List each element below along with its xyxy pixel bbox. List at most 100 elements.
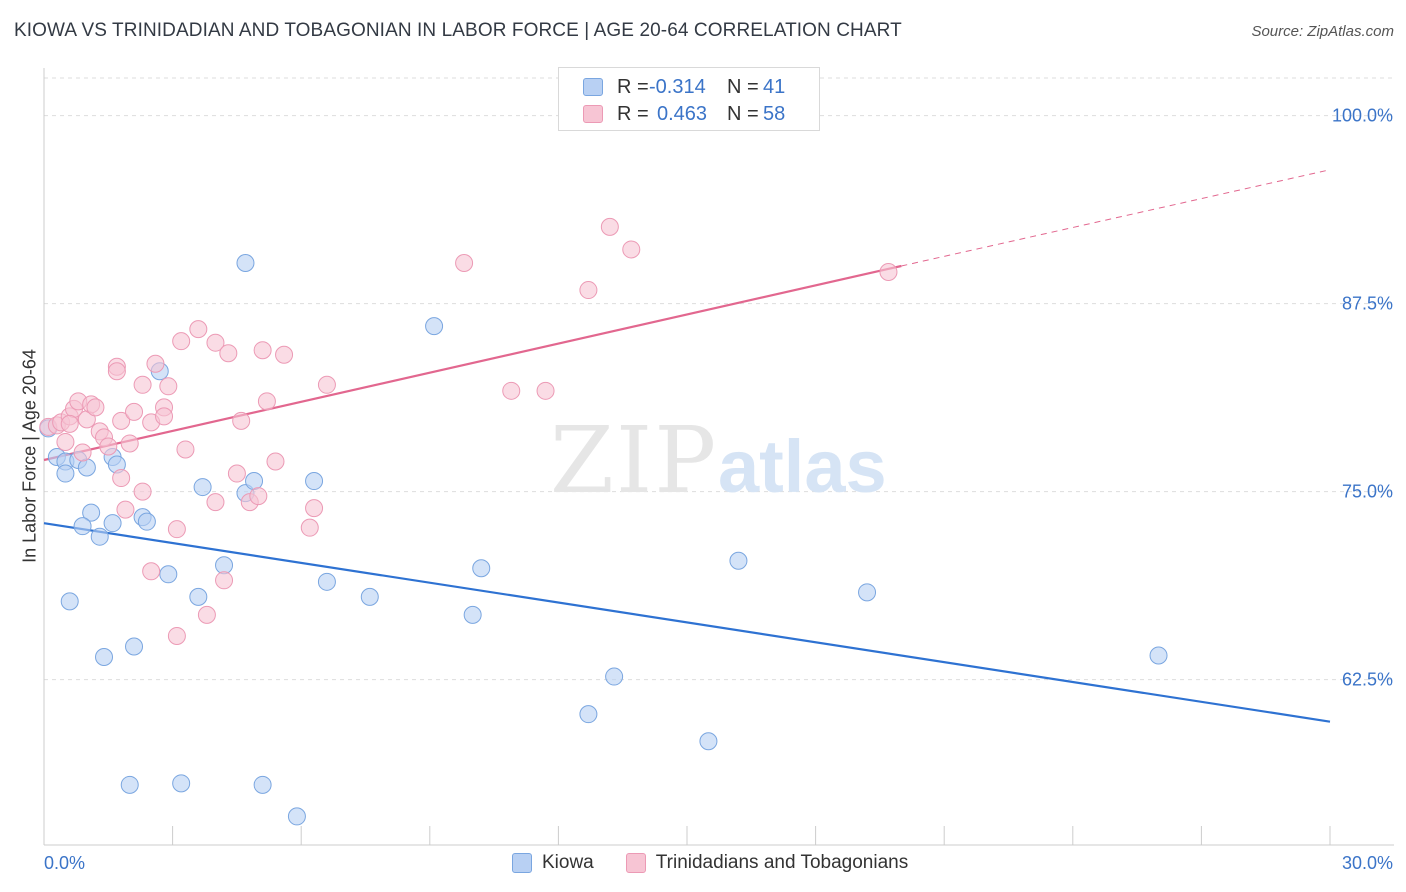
kiowa-point xyxy=(287,807,306,826)
kiowa-point xyxy=(360,587,379,606)
trinidad-point xyxy=(86,398,105,417)
trinidad-point xyxy=(73,443,92,462)
y-tick-label: 75.0% xyxy=(1342,482,1393,502)
trinidad-point xyxy=(189,320,208,339)
kiowa-point xyxy=(245,472,264,491)
series-legend: Kiowa Trinidadians and Tobagonians xyxy=(512,852,940,874)
trinidad-point xyxy=(257,392,276,411)
trinidad-point xyxy=(622,240,641,259)
legend-item-kiowa[interactable]: Kiowa xyxy=(512,852,594,874)
trinidad-point xyxy=(146,354,165,373)
trinidad-point xyxy=(253,341,272,360)
trinidad-point xyxy=(142,562,161,581)
kiowa-point xyxy=(159,565,178,584)
legend-n-value: 41 xyxy=(763,75,786,98)
legend-row-kiowa: R = -0.314 N = 41 xyxy=(583,75,785,99)
y-tick-label: 100.0% xyxy=(1332,106,1393,126)
trinidad-point xyxy=(112,469,131,488)
trinidad-point xyxy=(206,493,225,512)
kiowa-point xyxy=(172,774,191,793)
trinidad-point xyxy=(56,432,75,451)
kiowa-point xyxy=(729,551,748,570)
trinidad-point xyxy=(133,482,152,501)
kiowa-point xyxy=(253,775,272,794)
trinidad-point xyxy=(215,571,234,590)
kiowa-swatch xyxy=(583,78,603,96)
kiowa-point xyxy=(699,732,718,751)
kiowa-point xyxy=(1149,646,1168,665)
trinidad-point xyxy=(300,518,319,537)
legend-label-trinidad: Trinidadians and Tobagonians xyxy=(655,852,909,873)
x-tick-label: 0.0% xyxy=(44,853,85,873)
kiowa-point xyxy=(858,583,877,602)
trinidad-point xyxy=(120,434,139,453)
legend-r-value: 0.463 xyxy=(657,102,708,125)
trinidad-point xyxy=(206,333,225,352)
kiowa-point xyxy=(425,317,444,336)
trinidad-point xyxy=(232,411,251,430)
trinidad-point xyxy=(455,253,474,272)
trinidad-point xyxy=(167,520,186,539)
kiowa-point xyxy=(236,253,255,272)
trinidad-trendline xyxy=(901,169,1331,267)
trinidad-point xyxy=(60,414,79,433)
legend-r-label: R = xyxy=(617,102,649,125)
watermark: ZIP atlas xyxy=(550,407,887,514)
trendlines xyxy=(43,169,1331,723)
legend-label-kiowa: Kiowa xyxy=(542,852,594,873)
trinidad-point xyxy=(275,345,294,364)
legend-item-trinidad[interactable]: Trinidadians and Tobagonians xyxy=(625,852,909,874)
kiowa-swatch xyxy=(512,853,532,873)
kiowa-point xyxy=(56,464,75,483)
legend-row-trinidad: R = 0.463 N = 58 xyxy=(583,102,785,126)
kiowa-point xyxy=(317,572,336,591)
kiowa-point xyxy=(215,556,234,575)
kiowa-point xyxy=(193,478,212,497)
trinidad-point xyxy=(227,464,246,483)
kiowa-point xyxy=(82,503,101,522)
kiowa-point xyxy=(60,592,79,611)
y-tick-label: 62.5% xyxy=(1342,670,1393,690)
kiowa-point xyxy=(189,587,208,606)
trinidad-point xyxy=(107,362,126,381)
trinidad-point xyxy=(579,281,598,300)
kiowa-point xyxy=(305,472,324,491)
chart-title: KIOWA VS TRINIDADIAN AND TOBAGONIAN IN L… xyxy=(14,20,902,41)
legend-n-label: N = xyxy=(727,75,759,98)
trinidad-point xyxy=(116,500,135,519)
trinidad-swatch xyxy=(625,853,646,873)
gridlines xyxy=(44,77,1394,681)
trinidad-point xyxy=(155,407,174,426)
y-tick-label: 87.5% xyxy=(1342,294,1393,314)
kiowa-point xyxy=(125,637,144,656)
kiowa-point xyxy=(73,517,92,536)
axes xyxy=(43,68,1394,846)
kiowa-point xyxy=(90,527,109,546)
kiowa-point xyxy=(95,648,114,667)
legend-r-value: -0.314 xyxy=(649,75,706,98)
watermark-atlas: atlas xyxy=(718,425,887,508)
trinidad-point xyxy=(219,344,238,363)
trinidad-point xyxy=(125,402,144,421)
trinidad-point xyxy=(99,437,118,456)
legend-r-label: R = xyxy=(617,75,649,98)
kiowa-trendline xyxy=(43,522,1331,723)
trinidad-point xyxy=(197,605,216,624)
trinidad-trendline xyxy=(43,264,902,462)
correlation-legend: R = -0.314 N = 41 R = 0.463 N = 58 xyxy=(558,67,820,131)
kiowa-point xyxy=(77,458,96,477)
kiowa-point xyxy=(120,775,139,794)
kiowa-point xyxy=(472,559,491,578)
trinidad-point xyxy=(249,487,268,506)
y-axis-label: In Labor Force | Age 20-64 xyxy=(19,349,40,563)
trinidad-point xyxy=(167,626,186,645)
trinidad-point xyxy=(112,411,131,430)
kiowa-point xyxy=(103,514,122,533)
trinidad-point xyxy=(879,263,898,282)
legend-n-value: 58 xyxy=(763,102,786,125)
trinidad-point xyxy=(176,440,195,459)
trinidad-point xyxy=(536,381,555,400)
trinidad-point xyxy=(159,377,178,396)
legend-n-label: N = xyxy=(727,102,759,125)
